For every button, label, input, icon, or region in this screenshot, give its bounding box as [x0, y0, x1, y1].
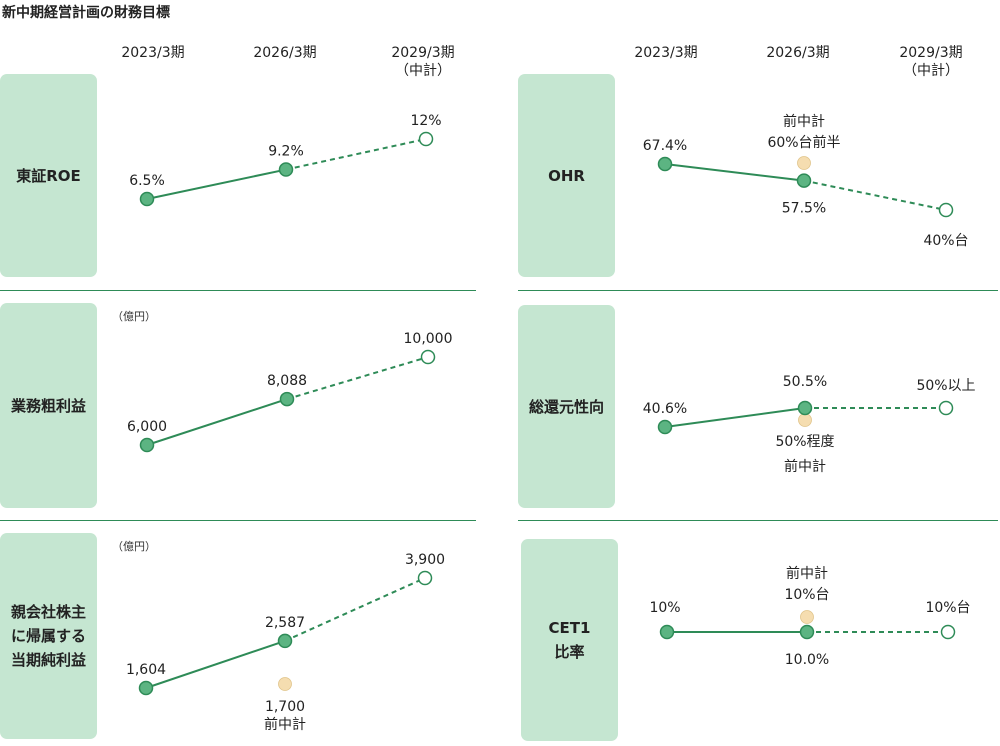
label-net-income: 親会社株主 に帰属する 当期純利益: [0, 533, 97, 739]
label-payout-ratio: 総還元性向: [518, 305, 615, 508]
data-label: 10,000: [404, 331, 453, 347]
data-label: 50.5%: [783, 374, 827, 390]
series-line-actual: [145, 639, 286, 689]
series-line-actual: [146, 168, 287, 200]
previous-plan-value: 50%程度: [775, 434, 834, 450]
target-point: [938, 202, 954, 218]
data-label: 3,900: [405, 552, 445, 568]
label-cet1-ratio: CET1 比率: [521, 539, 618, 741]
data-point: [277, 633, 293, 649]
series-line-target: [286, 356, 429, 401]
column-header-2023-right: 2023/3期: [634, 45, 698, 61]
previous-plan-note: 前中計: [784, 458, 826, 475]
data-point: [797, 400, 813, 416]
previous-plan-marker: [798, 413, 812, 427]
data-label: 2,587: [265, 615, 305, 631]
previous-plan-marker: [800, 610, 814, 624]
data-label: 9.2%: [268, 144, 304, 160]
column-header-2029: 2029/3期 （中計）: [391, 45, 455, 79]
divider: [0, 520, 476, 521]
series-line-actual: [664, 163, 805, 182]
data-point: [139, 191, 155, 207]
data-label: 40.6%: [643, 401, 687, 417]
data-label: 57.5%: [782, 201, 826, 217]
column-header-2026: 2026/3期: [253, 45, 317, 61]
unit-label: （億円）: [112, 540, 156, 553]
previous-plan-note: 前中計: [786, 565, 828, 582]
series-line-actual: [146, 398, 288, 446]
data-point: [139, 437, 155, 453]
divider: [0, 290, 476, 291]
label-gross-profit: 業務粗利益: [0, 303, 97, 508]
data-label: 6.5%: [129, 173, 165, 189]
data-point: [138, 680, 154, 696]
data-point: [657, 156, 673, 172]
target-point: [420, 349, 436, 365]
divider: [518, 290, 998, 291]
previous-plan-note: 前中計: [783, 113, 825, 130]
data-label: 10.0%: [785, 652, 829, 668]
data-point: [657, 419, 673, 435]
data-point: [796, 173, 812, 188]
column-header-2026-right: 2026/3期: [766, 45, 830, 61]
divider: [518, 520, 998, 521]
target-point: [940, 624, 956, 640]
target-point: [418, 131, 434, 147]
target-point: [938, 400, 954, 416]
column-header-2029-right: 2029/3期 （中計）: [899, 45, 963, 79]
data-label: 1,604: [126, 662, 166, 678]
data-point: [279, 391, 295, 407]
series-line-actual: [664, 407, 806, 428]
previous-plan-marker: [278, 677, 292, 691]
data-point: [278, 162, 294, 177]
previous-plan-value: 1,700: [265, 699, 305, 715]
data-point: [659, 624, 675, 640]
label-roe: 東証ROE: [0, 74, 97, 277]
data-label: 8,088: [267, 373, 307, 389]
unit-label: （億円）: [112, 310, 156, 323]
previous-plan-value: 10%台: [784, 587, 829, 603]
previous-plan-marker: [797, 156, 811, 170]
label-ohr: OHR: [518, 74, 615, 277]
data-label: 67.4%: [643, 138, 687, 154]
data-label: 6,000: [127, 419, 167, 435]
previous-plan-value: 60%台前半: [767, 134, 840, 151]
column-header-2023: 2023/3期: [121, 45, 185, 61]
target-point: [417, 570, 433, 586]
data-label: 50%以上: [916, 378, 975, 394]
data-label: 10%: [649, 600, 680, 616]
data-label: 10%台: [925, 600, 970, 616]
data-point: [799, 624, 815, 640]
series-line-target: [285, 138, 427, 171]
previous-plan-note: 前中計: [264, 716, 306, 733]
data-label: 40%台: [923, 233, 968, 249]
series-line-target: [803, 179, 947, 211]
data-label: 12%: [410, 113, 441, 129]
page-title: 新中期経営計画の財務目標: [2, 5, 170, 21]
series-line-target: [284, 577, 426, 642]
